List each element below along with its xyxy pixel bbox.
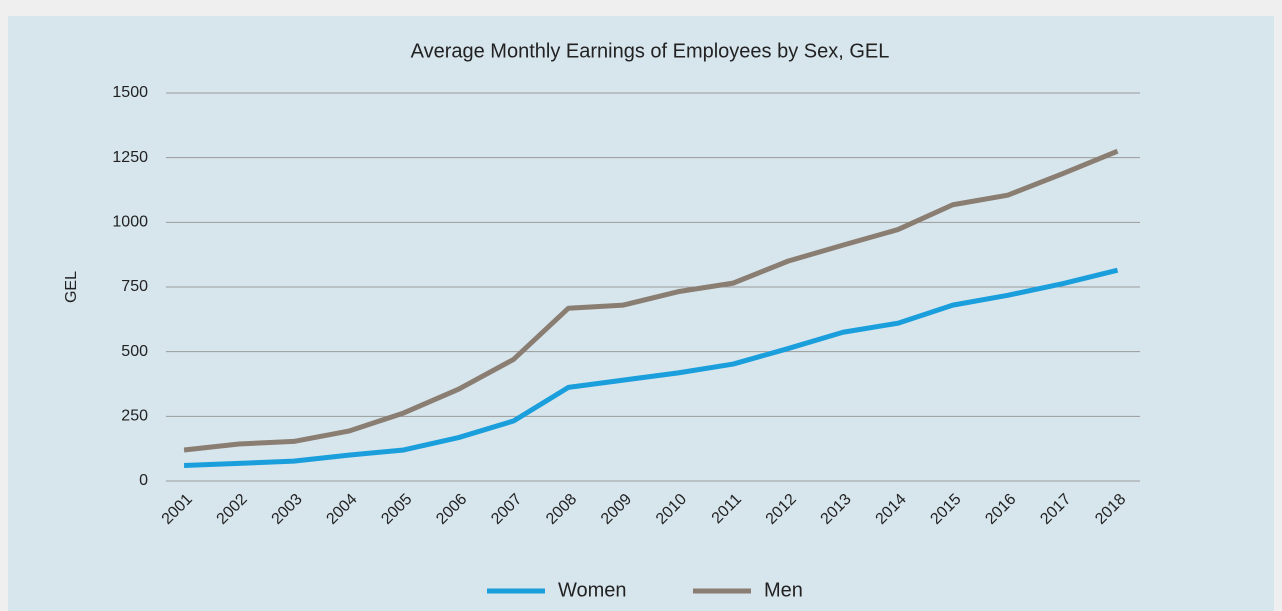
chart-panel — [8, 16, 1274, 611]
legend-label: Men — [764, 579, 803, 601]
line-series — [183, 148, 1119, 453]
y-tick-label: 1250 — [112, 149, 148, 166]
chart-title: Average Monthly Earnings of Employees by… — [411, 40, 890, 62]
y-tick-label: 750 — [121, 278, 148, 295]
y-tick-label: 0 — [139, 472, 148, 489]
line-series — [183, 267, 1119, 468]
y-tick-label: 1000 — [112, 214, 148, 231]
y-tick-label: 1500 — [112, 84, 148, 101]
legend-label: Women — [558, 579, 627, 601]
y-tick-label: 500 — [121, 343, 148, 360]
y-axis-label: GEL — [63, 271, 80, 303]
y-tick-label: 250 — [121, 408, 148, 425]
